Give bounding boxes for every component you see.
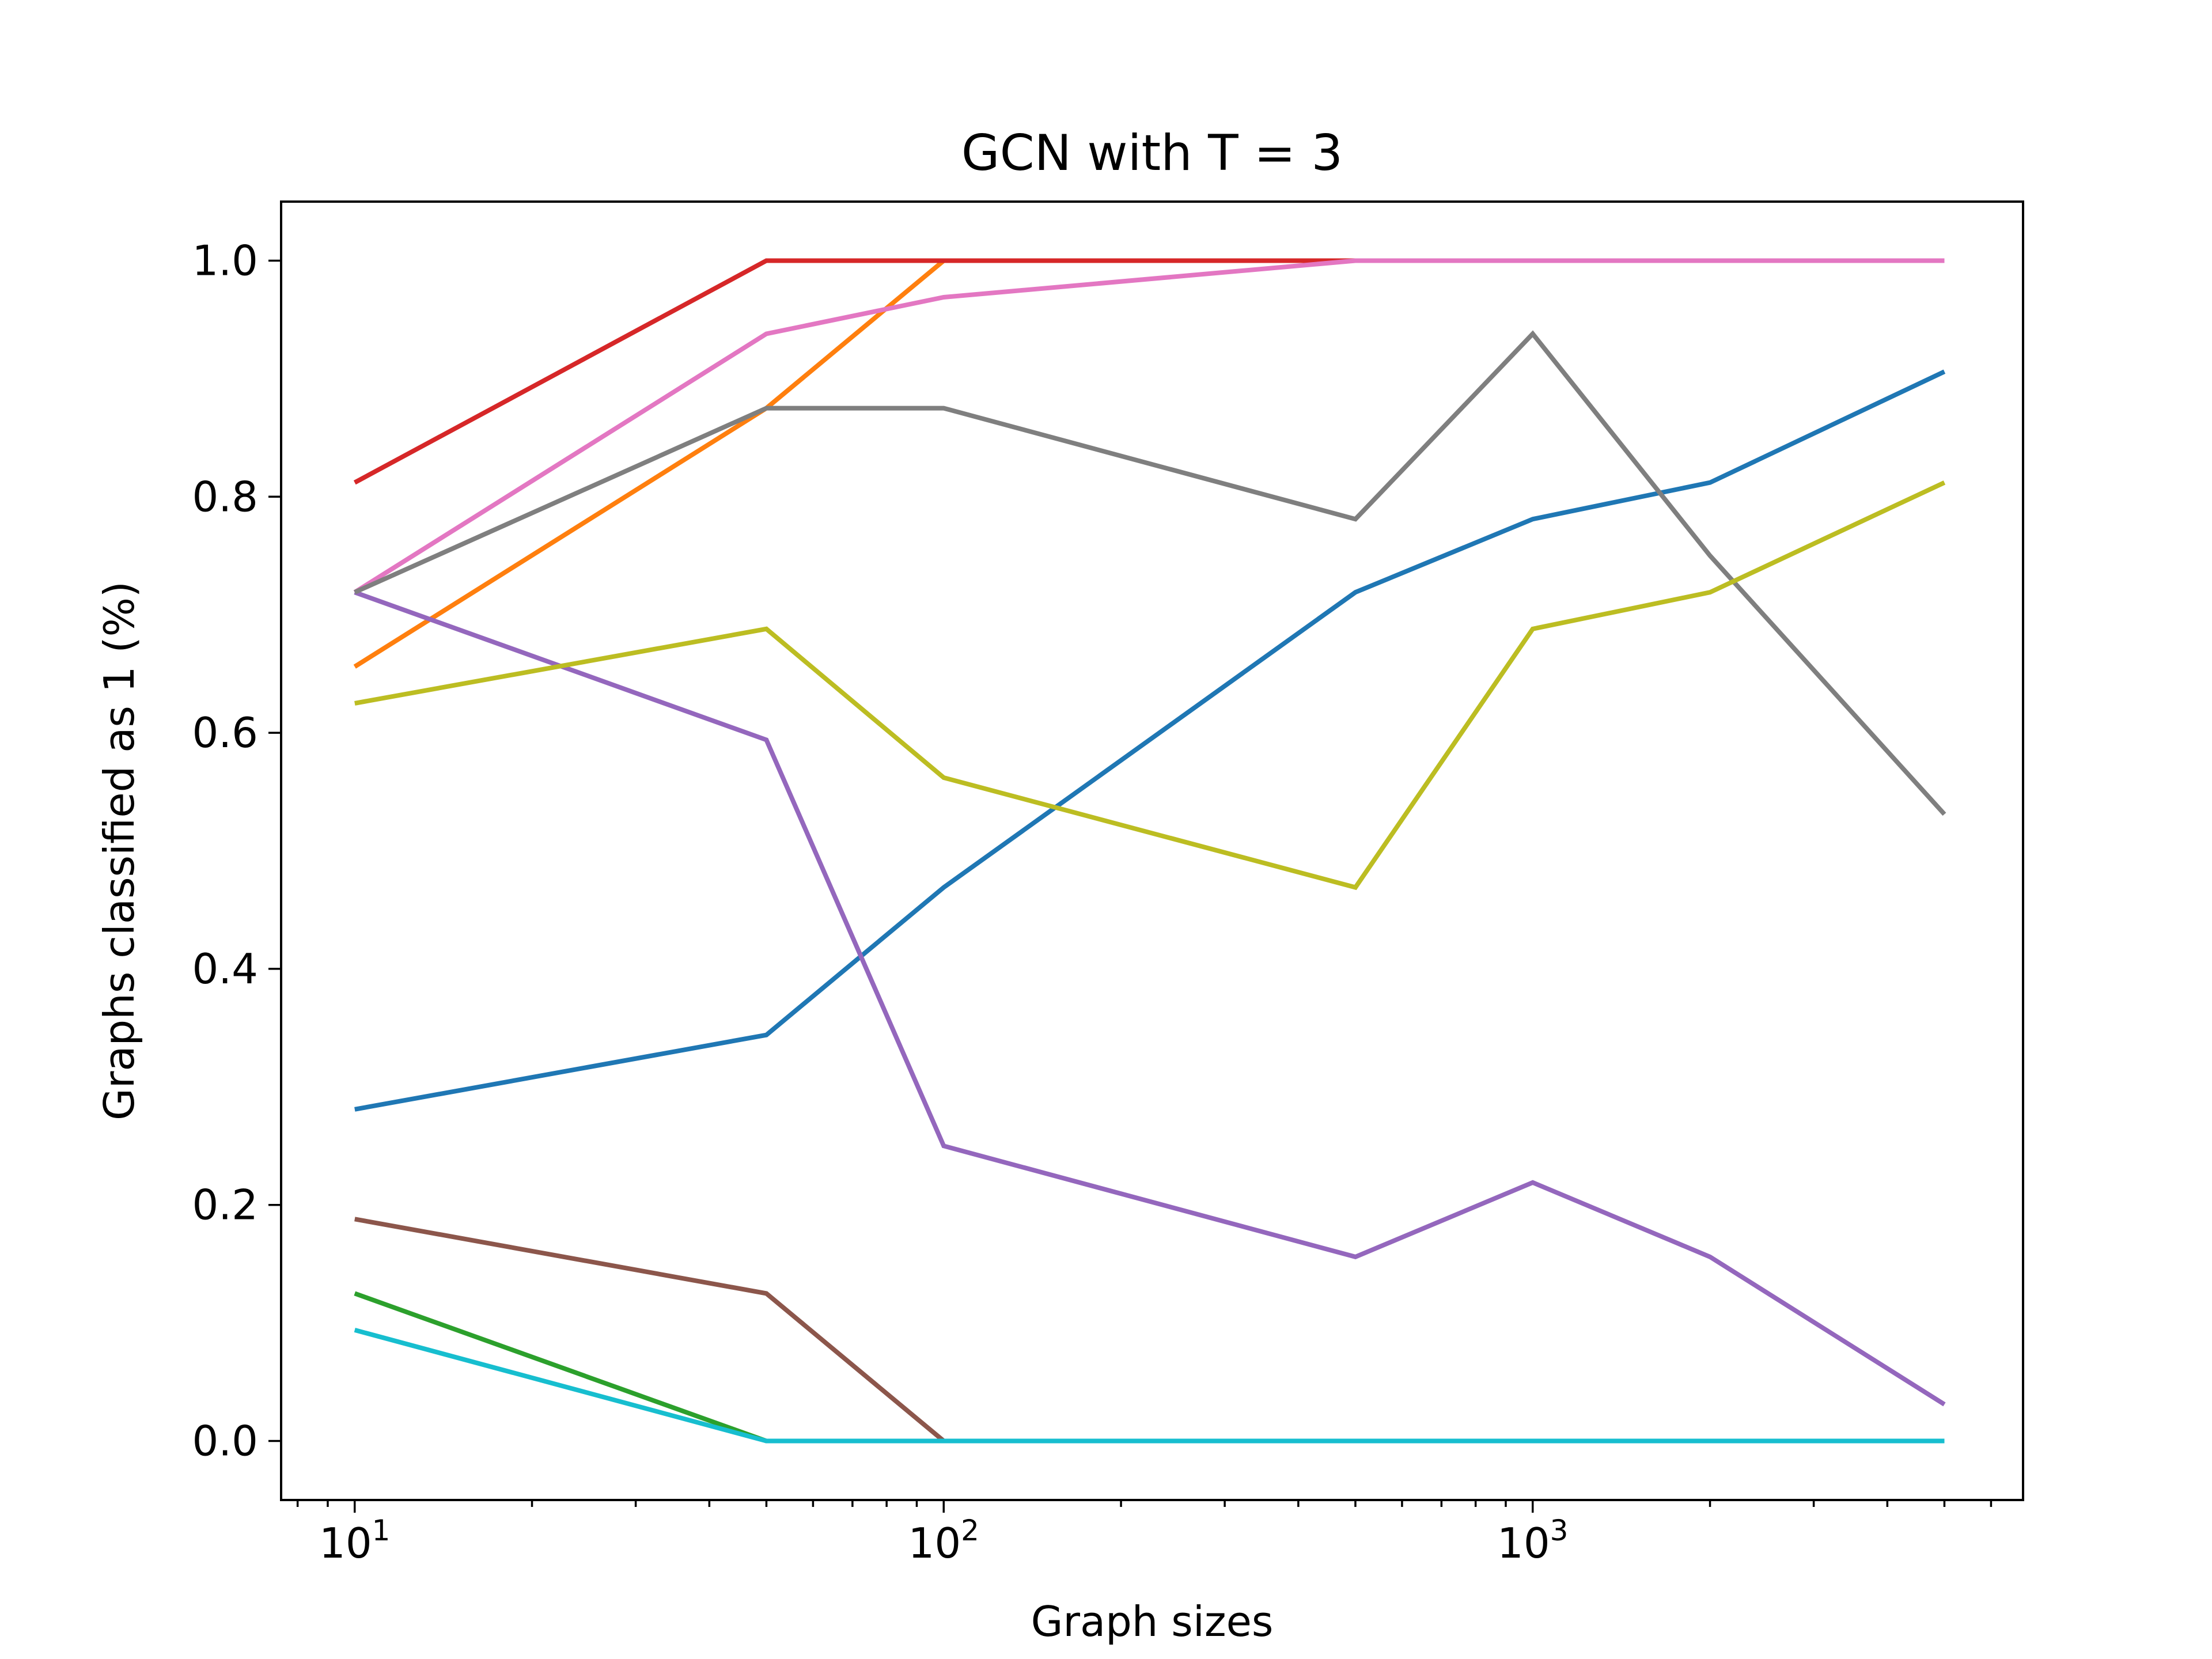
x-axis-label: Graph sizes (1031, 1597, 1274, 1646)
series-line-9 (354, 480, 1946, 891)
y-tick-label: 0.6 (192, 709, 258, 757)
y-tick-label: 0.4 (192, 945, 258, 993)
y-tick-label: 0.0 (192, 1417, 258, 1465)
series-line-10 (354, 1328, 1945, 1444)
y-tick-label: 0.2 (192, 1181, 258, 1229)
plot-area (353, 258, 1946, 1444)
x-tick-label: 103 (1497, 1514, 1568, 1567)
y-tick-label: 0.8 (192, 472, 258, 521)
x-tick-label: 101 (319, 1514, 390, 1567)
y-axis-label: Graphs classified as 1 (%) (95, 581, 143, 1120)
axes-frame (280, 200, 2024, 1501)
x-axis-ticks: 101 102 103 (296, 1500, 1993, 1567)
x-tick-label: 102 (908, 1514, 979, 1567)
series-line-7 (353, 258, 1945, 594)
series-line-8 (354, 330, 1946, 816)
series-line-5 (354, 590, 1946, 1407)
series-line-1 (354, 369, 1946, 1112)
y-tick-label: 1.0 (192, 236, 258, 285)
y-axis-ticks: 0.0 0.2 0.4 0.6 0.8 1.0 (192, 236, 281, 1465)
chart-title: GCN with T = 3 (961, 124, 1343, 182)
